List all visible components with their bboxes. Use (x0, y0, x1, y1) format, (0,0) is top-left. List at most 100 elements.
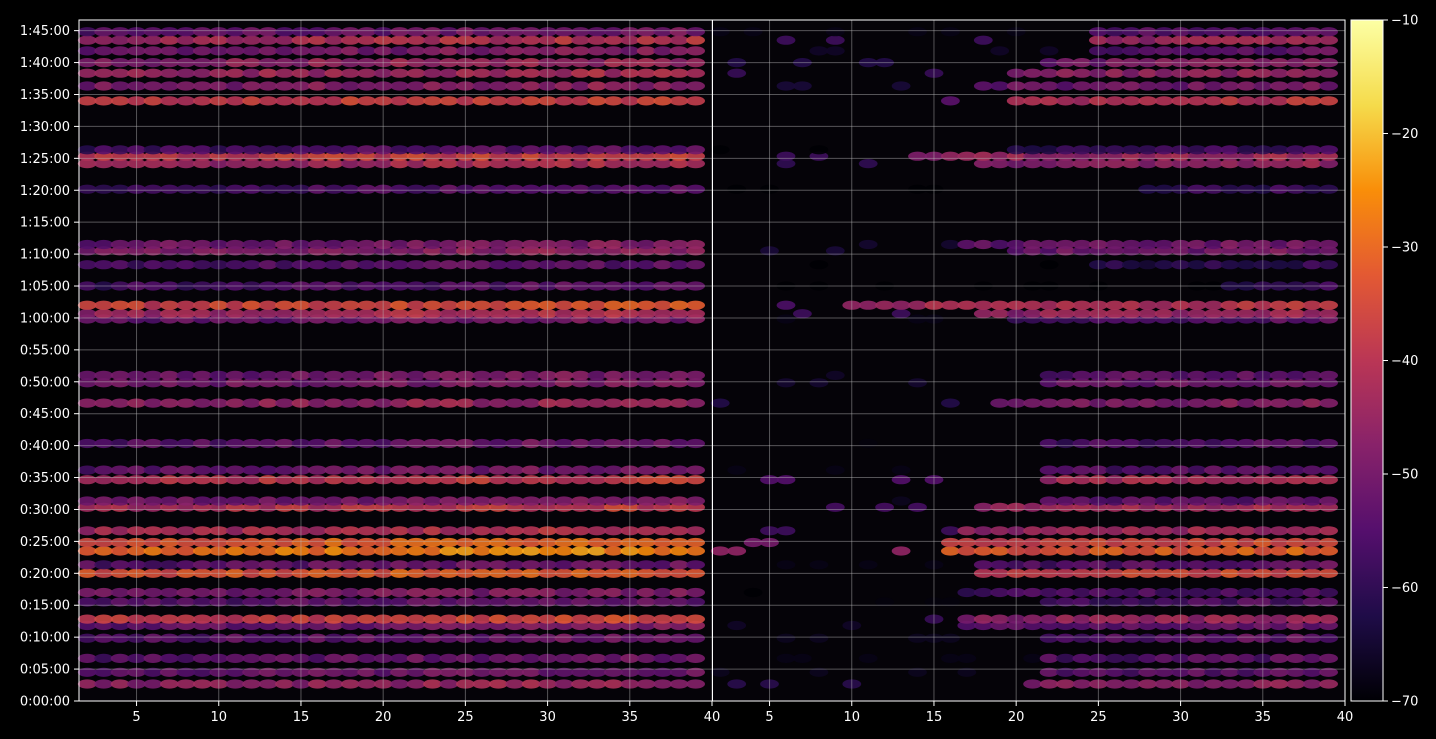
heatmap-cell (275, 633, 294, 643)
heatmap-cell (324, 398, 344, 408)
heatmap-cell (357, 159, 377, 169)
heatmap-cell (686, 667, 705, 677)
heatmap-cell (94, 46, 114, 56)
heatmap-cell (1039, 378, 1059, 388)
heatmap-cell (225, 614, 245, 624)
colorbar-tick-label: −40 (1391, 354, 1418, 369)
heatmap-cell (472, 81, 492, 91)
heatmap-cell (1105, 546, 1125, 556)
heatmap-cell (1072, 597, 1092, 607)
heatmap-cell (439, 475, 459, 485)
heatmap-cell (653, 398, 673, 408)
heatmap-cell (1171, 502, 1190, 512)
heatmap-cell (94, 35, 114, 45)
y-tick-label: 0:20:00 (20, 567, 70, 582)
heatmap-cell (94, 246, 114, 256)
heatmap-cell (258, 35, 278, 45)
heatmap-cell (1253, 614, 1273, 624)
heatmap-cell (538, 597, 557, 607)
heatmap-cell (423, 309, 442, 319)
heatmap-cell (571, 35, 590, 45)
heatmap-cell (604, 620, 623, 631)
heatmap-cell (1237, 546, 1256, 556)
heatmap-cell (488, 502, 508, 512)
heatmap-cell (1089, 96, 1108, 106)
heatmap-cell (604, 159, 623, 169)
heatmap-cell (340, 260, 360, 270)
heatmap-cell (94, 398, 114, 408)
heatmap-cell (373, 526, 393, 536)
heatmap-cell (1154, 378, 1174, 388)
heatmap-cell (308, 81, 327, 91)
heatmap-cell (1089, 568, 1108, 578)
heatmap-cell (439, 667, 459, 677)
heatmap-cell (604, 560, 623, 570)
heatmap-cell (406, 568, 426, 578)
heatmap-cell (1105, 151, 1125, 161)
heatmap-cell (1253, 151, 1273, 161)
heatmap-cell (505, 281, 525, 291)
heatmap-cell (875, 281, 894, 291)
heatmap-cell (604, 496, 623, 506)
heatmap-cell (1220, 620, 1240, 631)
heatmap-cell (77, 679, 97, 689)
heatmap-cell (94, 465, 114, 475)
heatmap-cell (143, 58, 163, 68)
heatmap-cell (192, 667, 212, 677)
heatmap-cell (275, 239, 294, 250)
heatmap-cell (94, 587, 114, 598)
heatmap-cell (710, 546, 730, 556)
heatmap-cell (1319, 465, 1338, 475)
heatmap-cell (554, 614, 574, 624)
heatmap-cell (1269, 81, 1289, 91)
heatmap-cell (1237, 438, 1256, 449)
heatmap-cell (653, 35, 673, 45)
heatmap-cell (973, 614, 993, 624)
heatmap-cell (1072, 620, 1092, 631)
heatmap-cell (291, 475, 311, 485)
heatmap-cell (620, 46, 640, 56)
heatmap-cell (1006, 151, 1026, 161)
heatmap-cell (842, 300, 862, 310)
heatmap-cell (1154, 370, 1174, 380)
heatmap-cell (521, 679, 541, 689)
heatmap-cell (1286, 597, 1306, 607)
heatmap-cell (1072, 614, 1092, 624)
heatmap-cell (258, 145, 278, 155)
heatmap-cell (908, 633, 927, 643)
heatmap-cell (1302, 560, 1322, 570)
heatmap-cell (1056, 475, 1075, 485)
heatmap-cell (505, 309, 525, 319)
heatmap-cell (406, 309, 426, 319)
heatmap-cell (423, 239, 442, 250)
heatmap-cell (472, 27, 492, 37)
heatmap-cell (275, 370, 294, 380)
heatmap-cell (357, 246, 377, 256)
heatmap-cell (1154, 667, 1174, 677)
heatmap-cell (1138, 587, 1158, 598)
heatmap-cell (373, 151, 393, 161)
heatmap-cell (275, 475, 294, 485)
heatmap-cell (456, 68, 475, 78)
heatmap-cell (472, 300, 492, 310)
heatmap-cell (488, 246, 508, 256)
heatmap-cell (340, 159, 360, 169)
heatmap-cell (324, 438, 344, 449)
heatmap-cell (1302, 81, 1322, 91)
heatmap-cell (521, 546, 541, 556)
heatmap-cell (521, 633, 541, 643)
heatmap-cell (1204, 568, 1223, 578)
heatmap-cell (1204, 475, 1223, 485)
heatmap-cell (258, 246, 278, 256)
heatmap-cell (1171, 465, 1190, 475)
heatmap-cell (192, 526, 212, 536)
heatmap-cell (776, 300, 796, 310)
heatmap-cell (439, 465, 459, 475)
heatmap-cell (1056, 667, 1075, 677)
heatmap-cell (669, 667, 689, 677)
heatmap-cell (225, 597, 245, 607)
heatmap-cell (258, 58, 278, 68)
heatmap-cell (1089, 597, 1108, 607)
heatmap-cell (1286, 68, 1306, 78)
heatmap-cell (390, 546, 409, 556)
